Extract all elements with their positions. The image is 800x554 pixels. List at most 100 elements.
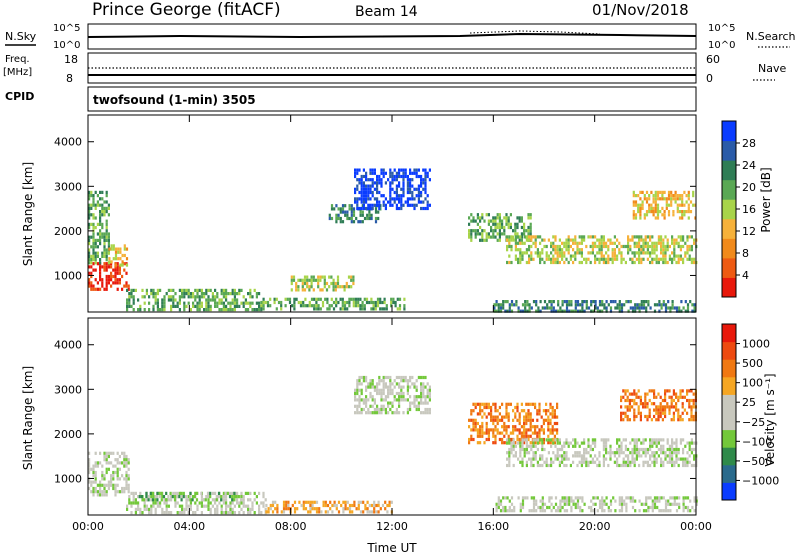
range-cell <box>565 244 568 249</box>
range-cell <box>587 235 590 239</box>
range-cell <box>501 219 504 223</box>
range-cell <box>105 281 108 285</box>
range-cell <box>479 431 482 435</box>
range-cell <box>660 244 663 249</box>
range-cell <box>125 474 128 478</box>
range-cell <box>88 194 91 198</box>
range-cell <box>262 297 265 301</box>
range-cell <box>361 213 364 217</box>
range-cell <box>231 288 234 292</box>
range-cell <box>207 301 210 305</box>
range-cell <box>297 285 300 289</box>
range-cell <box>585 457 588 461</box>
range-cell <box>653 441 656 445</box>
range-cell <box>339 216 342 221</box>
range-cell <box>92 490 95 494</box>
range-cell <box>509 222 512 226</box>
range-cell <box>400 206 403 211</box>
range-cell <box>514 257 517 261</box>
range-cell <box>690 248 693 252</box>
range-cell <box>576 303 580 307</box>
range-cell <box>391 401 394 405</box>
range-cell <box>88 213 91 217</box>
range-cell <box>505 216 508 220</box>
range-cell <box>390 304 393 308</box>
range-cell <box>411 171 414 175</box>
range-cell <box>347 285 351 289</box>
range-cell <box>373 507 376 511</box>
range-cell <box>556 447 559 452</box>
range-cell <box>112 470 115 475</box>
range-cell <box>92 470 95 475</box>
nsky-label: N.Sky <box>5 30 37 43</box>
range-cell <box>521 251 524 255</box>
range-cell <box>227 504 230 508</box>
range-cell <box>672 392 675 396</box>
range-cell <box>398 411 401 415</box>
range-cell <box>207 498 210 502</box>
range-cell <box>346 216 349 221</box>
range-cell <box>255 495 258 499</box>
range-cell <box>304 507 308 511</box>
range-cell <box>417 407 420 412</box>
range-cell <box>666 244 669 249</box>
range-cell <box>640 454 643 458</box>
range-cell <box>176 511 179 515</box>
range-cell <box>574 309 577 313</box>
range-cell <box>528 260 531 265</box>
range-cell <box>589 444 592 448</box>
range-cell <box>371 411 374 415</box>
range-cell <box>655 444 658 448</box>
range-cell <box>574 451 577 455</box>
range-cell <box>130 288 133 292</box>
range-cell <box>222 301 225 305</box>
range-cell <box>336 275 340 279</box>
range-cell <box>494 216 497 220</box>
range-cell <box>591 235 594 239</box>
range-cell <box>578 251 581 255</box>
range-cell <box>658 300 661 304</box>
range-cell <box>352 304 355 308</box>
range-cell <box>529 402 532 406</box>
range-cell <box>167 498 170 502</box>
range-cell <box>382 203 385 207</box>
range-cell <box>276 507 279 511</box>
range-cell <box>216 511 219 515</box>
range-cell <box>601 509 604 513</box>
range-cell <box>365 388 368 392</box>
range-cell <box>247 507 250 511</box>
range-cell <box>297 288 300 292</box>
range-cell <box>618 463 621 468</box>
range-cell <box>132 495 135 499</box>
range-cell <box>317 275 320 279</box>
range-cell <box>574 235 577 239</box>
range-cell <box>694 203 697 207</box>
range-cell <box>413 385 416 389</box>
range-cell <box>557 300 560 304</box>
range-cell <box>378 200 381 204</box>
range-cell <box>673 241 676 245</box>
range-cell <box>611 251 614 255</box>
range-cell <box>543 460 546 464</box>
range-cell <box>293 507 297 511</box>
range-cell <box>347 275 351 279</box>
range-cell <box>602 257 605 261</box>
range-cell <box>672 418 675 422</box>
range-cell <box>534 451 537 455</box>
range-cell <box>214 295 217 299</box>
range-cell <box>483 431 486 435</box>
range-cell <box>501 437 504 442</box>
range-cell <box>260 300 263 305</box>
range-cell <box>382 404 385 408</box>
range-cell <box>251 501 254 505</box>
range-cell <box>238 504 241 508</box>
range-cell <box>609 447 612 452</box>
range-cell <box>536 463 539 468</box>
range-cell <box>695 502 698 506</box>
range-cell <box>409 379 412 383</box>
range-cell <box>474 421 477 426</box>
range-cell <box>532 499 536 503</box>
range-cell <box>529 213 532 217</box>
range-cell <box>631 398 634 403</box>
range-cell <box>472 229 475 233</box>
